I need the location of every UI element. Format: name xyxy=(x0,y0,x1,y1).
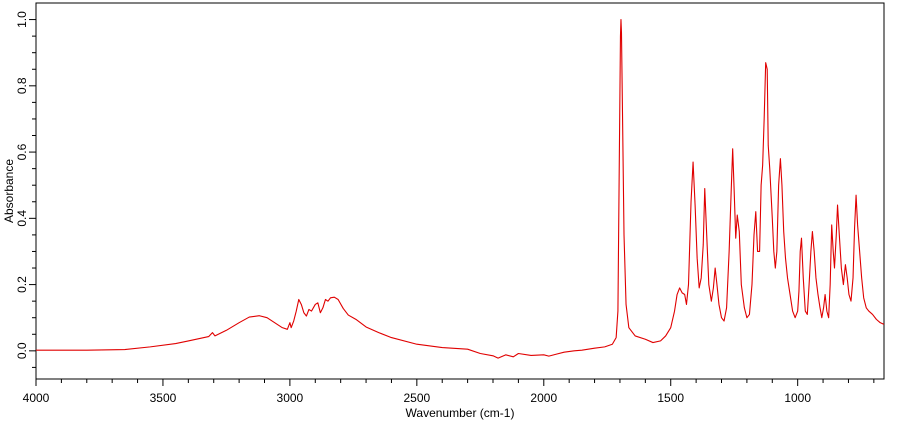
x-tick-label: 1000 xyxy=(784,391,811,405)
x-tick-label: 1500 xyxy=(657,391,684,405)
x-axis: 4000 3500 3000 2500 2000 1500 1000 xyxy=(23,379,875,405)
y-tick-label: 0.6 xyxy=(15,143,29,160)
x-axis-label: Wavenumber (cm-1) xyxy=(406,406,515,420)
x-tick-label: 2000 xyxy=(530,391,557,405)
y-tick-label: 0.0 xyxy=(15,342,29,359)
plot-frame xyxy=(35,2,885,380)
series-layer xyxy=(36,19,885,359)
y-axis-label: Absorbance xyxy=(2,159,16,223)
y-tick-label: 0.4 xyxy=(15,210,29,227)
y-tick-label: 1.0 xyxy=(15,11,29,28)
y-axis: 0.0 0.2 0.4 0.6 0.8 1.0 xyxy=(15,11,36,368)
x-tick-label: 2500 xyxy=(403,391,430,405)
x-tick-label: 3000 xyxy=(277,391,304,405)
y-tick-label: 0.2 xyxy=(15,276,29,293)
x-tick-label: 4000 xyxy=(23,391,50,405)
series-line xyxy=(36,19,885,359)
y-tick-label: 0.8 xyxy=(15,77,29,94)
x-tick-label: 3500 xyxy=(150,391,177,405)
